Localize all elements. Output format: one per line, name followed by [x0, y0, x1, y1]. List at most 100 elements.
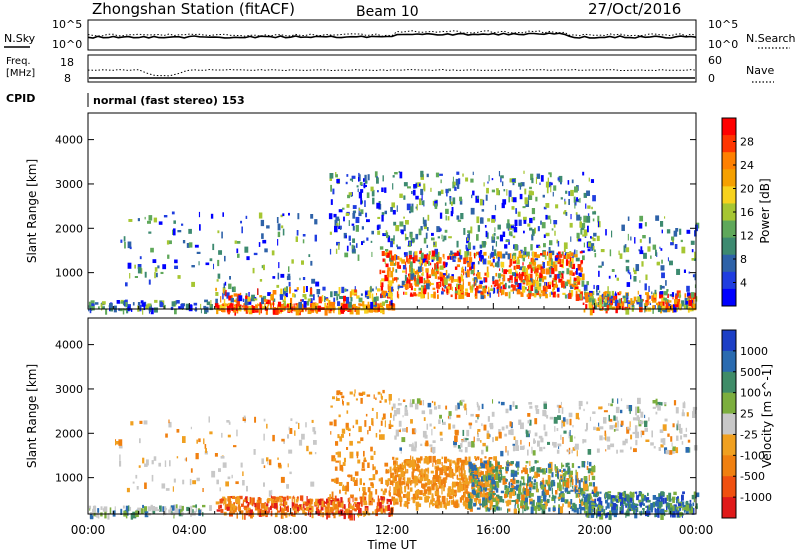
power-cell: [397, 246, 401, 250]
power-cell: [477, 261, 480, 265]
power-cell: [420, 188, 424, 196]
velocity-cell: [466, 408, 468, 415]
power-cell: [171, 211, 175, 215]
velocity-cell: [571, 508, 575, 512]
velocity-cell: [322, 512, 324, 518]
velocity-cell: [394, 435, 397, 440]
power-cell: [659, 292, 662, 299]
velocity-cell: [370, 492, 373, 496]
power-cell: [248, 305, 252, 309]
velocity-cell: [136, 486, 139, 490]
velocity-cell: [692, 411, 696, 419]
velocity-cell: [528, 402, 533, 405]
velocity-cell: [483, 460, 487, 464]
power-cell: [592, 300, 595, 303]
power-cell: [627, 269, 630, 274]
velocity-cell: [232, 507, 234, 511]
power-cell: [509, 275, 513, 281]
power-cell: [607, 296, 610, 301]
power-cell: [543, 251, 547, 256]
power-cell: [664, 216, 666, 219]
velocity-cell: [639, 491, 643, 496]
power-cell: [639, 250, 644, 255]
power-cell: [597, 302, 599, 306]
velocity-cell: [582, 501, 587, 506]
velocity-cell: [305, 501, 309, 507]
power-cell: [465, 288, 468, 292]
power-cell: [272, 301, 274, 308]
velocity-cell: [493, 474, 496, 480]
power-cell: [619, 291, 622, 295]
velocity-cell: [691, 508, 695, 515]
power-cell: [582, 255, 585, 261]
velocity-cell: [441, 488, 443, 495]
power-cell: [500, 286, 502, 293]
power-cell: [403, 291, 405, 295]
power-cell: [552, 285, 556, 291]
power-cell: [579, 277, 582, 281]
velocity-cell: [171, 510, 173, 514]
power-cell: [338, 307, 342, 315]
velocity-cell: [202, 504, 206, 508]
power-cell: [418, 287, 422, 291]
velocity-cell: [524, 497, 529, 503]
velocity-cell: [471, 489, 476, 494]
velocity-cell: [393, 476, 396, 483]
velocity-cell: [599, 491, 602, 494]
power-cell: [526, 267, 529, 275]
power-cell: [502, 279, 504, 286]
power-cell: [361, 301, 365, 307]
power-cell: [587, 213, 590, 216]
velocity-cell: [512, 491, 514, 496]
velocity-cell: [471, 479, 473, 483]
velocity-cell: [521, 482, 526, 486]
power-cell: [470, 269, 474, 275]
power-cell: [615, 308, 618, 314]
power-cell: [270, 294, 274, 301]
velocity-cell: [581, 461, 586, 468]
power-cell: [252, 267, 255, 274]
velocity-cell: [468, 475, 473, 481]
velocity-cell: [420, 443, 423, 447]
power-colorbar-tick-label: 8: [740, 253, 747, 266]
power-cell: [129, 273, 131, 279]
power-cell: [598, 298, 602, 305]
velocity-cell: [654, 508, 656, 513]
velocity-colorbar-swatch: [722, 455, 736, 477]
velocity-cell: [331, 491, 334, 499]
velocity-cell: [395, 501, 399, 505]
velocity-cell: [645, 439, 650, 442]
velocity-cell: [380, 477, 383, 485]
velocity-cell: [446, 497, 448, 503]
power-cell: [345, 181, 348, 185]
velocity-cell: [532, 485, 536, 490]
power-cell: [460, 294, 465, 299]
cpid-label: CPID: [6, 92, 35, 105]
velocity-cell: [170, 505, 175, 511]
power-cell: [345, 212, 350, 216]
velocity-cell: [309, 498, 313, 505]
power-cell: [498, 278, 501, 282]
power-cell: [694, 257, 697, 261]
velocity-cell: [598, 504, 601, 511]
velocity-cell: [591, 499, 596, 503]
power-cell: [500, 261, 505, 268]
power-cell: [101, 306, 105, 309]
power-cell: [336, 223, 339, 228]
velocity-cell: [644, 420, 648, 428]
nave-tick-top: 60: [708, 54, 722, 67]
velocity-cell: [481, 483, 485, 488]
power-cell: [685, 301, 689, 305]
velocity-cell: [425, 495, 430, 503]
power-cell: [344, 308, 348, 312]
power-cell: [233, 293, 238, 297]
velocity-cell: [575, 489, 579, 493]
power-cell: [574, 203, 576, 209]
velocity-cell: [548, 507, 551, 512]
velocity-cell: [471, 482, 475, 487]
power-cell: [361, 226, 365, 230]
power-cell: [492, 291, 495, 294]
power-cell: [625, 308, 630, 315]
power-cell: [150, 307, 154, 315]
